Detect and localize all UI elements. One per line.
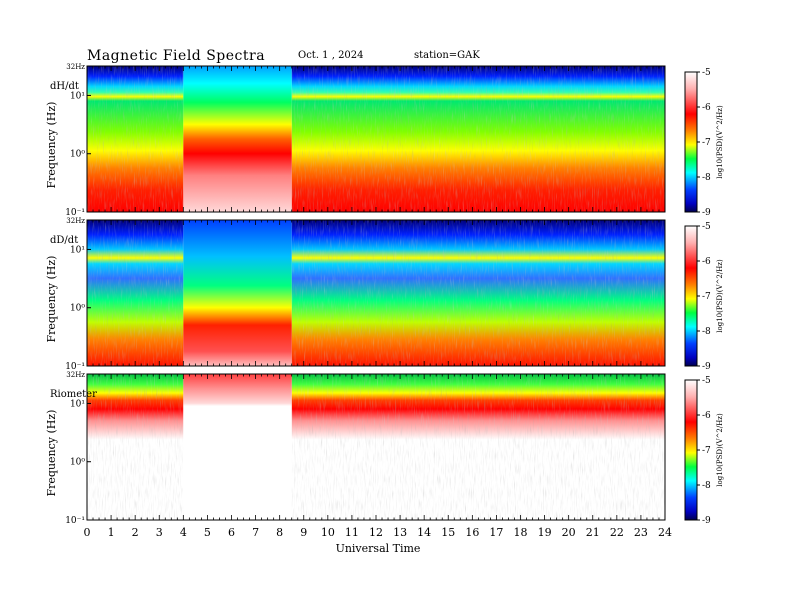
colorbar-label: log10(PSD)(V^2/Hz) <box>716 259 724 333</box>
colorbar <box>684 379 698 521</box>
colorbar-tick-label: -5 <box>702 222 711 232</box>
panel-name: Riometer <box>50 389 97 400</box>
colorbar-tick-label: -9 <box>702 362 711 372</box>
colorbar-tick-label: -9 <box>702 208 711 218</box>
colorbar-tick-label: -7 <box>702 138 711 148</box>
colorbar-tick-label: -6 <box>702 103 711 113</box>
x-tick-label: 20 <box>562 526 576 539</box>
colorbar-tick-label: -5 <box>702 376 711 386</box>
y-axis-label: Frequency (Hz) <box>45 256 58 343</box>
spectrogram-texture <box>87 220 184 366</box>
panel-name: dH/dt <box>50 81 79 92</box>
x-tick-label: 10 <box>321 526 335 539</box>
spectrogram-texture <box>87 66 184 212</box>
y-tick-label: 32Hz <box>66 371 85 379</box>
x-tick-label: 7 <box>252 526 259 539</box>
station-label: station=GAK <box>414 50 480 61</box>
x-tick-label: 13 <box>393 526 407 539</box>
y-tick-label: 10¹ <box>70 91 85 101</box>
x-tick-label: 14 <box>417 526 431 539</box>
x-tick-label: 6 <box>228 526 235 539</box>
colorbar <box>684 225 698 367</box>
x-tick-label: 19 <box>538 526 552 539</box>
data-gap-band <box>183 374 292 520</box>
y-tick-label: 10⁻¹ <box>65 516 85 526</box>
y-tick-label: 32Hz <box>66 217 85 225</box>
y-axis-label: Frequency (Hz) <box>45 102 58 189</box>
x-axis-label: Universal Time <box>336 542 421 555</box>
panels: 32Hz 10¹ 10⁰ 10⁻¹ dH/dt Frequency (Hz) -5 -6 -7 -… <box>45 63 724 526</box>
x-tick-label: 21 <box>586 526 600 539</box>
colorbar-tick-label: -5 <box>702 68 711 78</box>
y-tick-label: 10⁰ <box>70 458 85 468</box>
x-tick-label: 12 <box>369 526 383 539</box>
x-tick-label: 2 <box>132 526 139 539</box>
data-gap-band <box>183 220 292 366</box>
x-tick-label: 3 <box>156 526 163 539</box>
y-tick-label: 10¹ <box>70 399 85 409</box>
colorbar-tick-label: -9 <box>702 516 711 526</box>
x-tick-label: 24 <box>658 526 672 539</box>
colorbar-tick-label: -8 <box>702 327 711 337</box>
x-axis: 0 1 2 3 4 5 6 7 8 9 10 11 12 13 14 15 16 17 18 19 20 21 22 23 24 <box>84 526 673 539</box>
colorbar-tick-label: -7 <box>702 446 711 456</box>
data-gap-band <box>183 66 292 212</box>
x-tick-label: 16 <box>465 526 479 539</box>
figure-title: Magnetic Field Spectra <box>87 48 265 64</box>
y-tick-label: 10¹ <box>70 245 85 255</box>
colorbar-label: log10(PSD)(V^2/Hz) <box>716 413 724 487</box>
spectrogram-panel: 32Hz 10¹ 10⁰ 10⁻¹ dD/dt Frequency (Hz) -5 -6 -7 -… <box>45 217 724 372</box>
x-tick-label: 11 <box>345 526 359 539</box>
x-tick-label: 1 <box>108 526 115 539</box>
x-tick-label: 17 <box>489 526 503 539</box>
spectrogram-texture <box>291 374 665 520</box>
colorbar-tick-label: -6 <box>702 257 711 267</box>
date-label: Oct. 1 , 2024 <box>298 50 364 61</box>
y-tick-label: 10⁻¹ <box>65 208 85 218</box>
y-tick-label: 10⁰ <box>70 150 85 160</box>
colorbar-tick-label: -8 <box>702 173 711 183</box>
colorbar-tick-label: -7 <box>702 292 711 302</box>
x-tick-label: 18 <box>514 526 528 539</box>
y-tick-label: 10⁰ <box>70 304 85 314</box>
panel-name: dD/dt <box>50 235 78 246</box>
x-tick-label: 22 <box>610 526 624 539</box>
colorbar-label: log10(PSD)(V^2/Hz) <box>716 105 724 179</box>
x-tick-label: 15 <box>441 526 455 539</box>
x-tick-label: 8 <box>276 526 283 539</box>
x-tick-label: 23 <box>634 526 648 539</box>
colorbar-tick-label: -8 <box>702 481 711 491</box>
spectrogram-panel: 32Hz 10¹ 10⁰ 10⁻¹ Riometer Frequency (Hz) -5 -6… <box>45 371 724 526</box>
spectrogram-texture <box>87 374 184 520</box>
x-tick-label: 9 <box>300 526 307 539</box>
x-tick-label: 5 <box>204 526 211 539</box>
x-tick-label: 4 <box>180 526 187 539</box>
spectrogram-texture <box>291 220 665 366</box>
y-tick-label: 10⁻¹ <box>65 362 85 372</box>
x-tick-label: 0 <box>84 526 91 539</box>
spectrogram-texture <box>291 66 665 212</box>
colorbar <box>684 71 698 213</box>
y-axis-label: Frequency (Hz) <box>45 410 58 497</box>
y-tick-label: 32Hz <box>66 63 85 71</box>
spectrogram-panel: 32Hz 10¹ 10⁰ 10⁻¹ dH/dt Frequency (Hz) -5 -6 -7 -… <box>45 63 724 218</box>
colorbar-tick-label: -6 <box>702 411 711 421</box>
